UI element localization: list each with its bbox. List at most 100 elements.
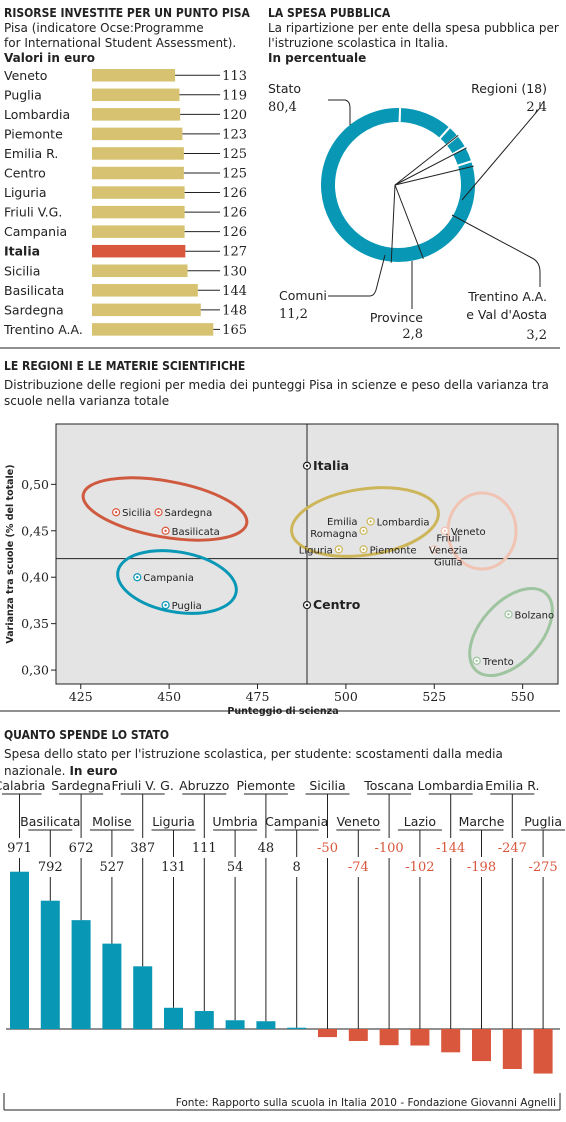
source-note: Fonte: Rapporto sulla scuola in Italia 2… xyxy=(176,1097,556,1109)
scatter-chart-title: LE REGIONI E LE MATERIE SCIENTIFICHE xyxy=(4,359,245,373)
pisa-label-liguria: Liguria xyxy=(4,185,47,200)
pisa-label-italia: Italia xyxy=(4,244,40,259)
scatter-point-center-puglia xyxy=(164,603,167,607)
state-bar-piemonte xyxy=(256,1021,276,1029)
state-bar-marche xyxy=(472,1029,491,1062)
state-label-lazio: Lazio xyxy=(404,814,436,829)
scatter-ytick-label-0: 0,30 xyxy=(21,663,49,678)
scatter-label-italia: Italia xyxy=(313,458,349,473)
pisa-label-basilicata: Basilicata xyxy=(4,283,64,298)
scatter-xtick-label-525: 525 xyxy=(422,689,446,704)
pisa-bar-lombardia xyxy=(92,108,181,121)
pisa-bar-italia xyxy=(92,244,186,258)
state-label-sardegna: Sardegna xyxy=(51,778,111,793)
state-value-sicilia: -50 xyxy=(317,841,338,856)
pisa-bar-friuli-v-g xyxy=(92,205,185,219)
state-value-lombardia: -144 xyxy=(436,841,465,856)
state-value-veneto: -74 xyxy=(348,860,369,875)
pisa-bar-emilia-r xyxy=(92,147,184,160)
scatter-label-friuli-venezia-giulia-line-2: Giulia xyxy=(434,557,463,568)
pisa-value-italia: 127 xyxy=(222,245,247,260)
state-label-umbria: Umbria xyxy=(212,814,258,829)
pisa-label-campania: Campania xyxy=(4,224,67,239)
scatter-label-veneto: Veneto xyxy=(451,527,486,538)
state-label-liguria: Liguria xyxy=(152,814,195,829)
scatter-group-ring-gold xyxy=(290,486,440,558)
scatter-xtick-label-475: 475 xyxy=(246,689,270,704)
scatter-xtick-label-550: 550 xyxy=(511,689,535,704)
donut-leader-regioni-18 xyxy=(461,102,541,201)
state-bar-liguria xyxy=(164,1007,183,1029)
bar-chart-pisa-header: RISORSE INVESTITE PER UN PUNTO PISA Pisa… xyxy=(4,6,251,65)
scatter-xtick-label-450: 450 xyxy=(157,689,181,704)
scatter-label-puglia: Puglia xyxy=(172,601,202,612)
state-label-piemonte: Piemonte xyxy=(237,778,296,793)
scatter-label-lombardia: Lombardia xyxy=(377,518,430,529)
state-bar-emilia-r xyxy=(502,1029,522,1070)
scatter-label-friuli-venezia-giulia-line-0: Friuli xyxy=(436,533,460,544)
pisa-value-veneto: 113 xyxy=(222,69,247,84)
pisa-bar-sicilia xyxy=(92,264,188,277)
pisa-bar-puglia xyxy=(92,88,180,102)
state-spending-unit: In euro xyxy=(69,764,117,778)
scatter-y-axis-label: Varianza tra scuole (% del totale) xyxy=(5,464,16,643)
state-bar-puglia xyxy=(533,1029,553,1074)
state-label-puglia: Puglia xyxy=(524,814,562,829)
pisa-value-campania: 126 xyxy=(222,225,247,240)
state-spending-title: QUANTO SPENDE LO STATO xyxy=(4,728,169,742)
pisa-value-lombardia: 120 xyxy=(222,108,247,123)
scatter-chart-subtitle-line-1: Distribuzione delle regioni per media de… xyxy=(4,378,549,392)
state-bar-lazio xyxy=(410,1029,430,1046)
pisa-value-liguria: 126 xyxy=(222,186,247,201)
pisa-label-sicilia: Sicilia xyxy=(4,263,40,278)
state-value-abruzzo: 111 xyxy=(192,841,217,856)
state-value-emilia-r: -247 xyxy=(498,841,527,856)
pisa-chart-title: RISORSE INVESTITE PER UN PUNTO PISA xyxy=(4,6,251,20)
donut-chart-title: LA SPESA PUBBLICA xyxy=(268,6,391,20)
donut-label-comuni: Comuni xyxy=(279,288,327,303)
donut-slice-stato xyxy=(319,106,477,264)
pisa-value-emilia-r: 125 xyxy=(222,147,247,162)
donut-label-province: Province xyxy=(370,310,423,325)
state-value-friuli-v-g: 387 xyxy=(130,841,155,856)
state-spending-header: QUANTO SPENDE LO STATO Spesa dello stato… xyxy=(4,728,503,778)
state-value-basilicata: 792 xyxy=(38,860,63,875)
scatter-label-friuli-venezia-giulia-line-1: Venezia xyxy=(429,545,468,556)
scatter-xtick-label-425: 425 xyxy=(69,689,93,704)
scatter-label-campania: Campania xyxy=(143,573,194,584)
scatter-label-liguria: Liguria xyxy=(299,545,333,556)
scatter-point-center-sicilia xyxy=(114,511,118,514)
donut-spoke-0 xyxy=(394,134,459,186)
pisa-value-sicilia: 130 xyxy=(222,264,247,279)
pisa-bar-veneto xyxy=(92,69,176,82)
donut-label-trentino-a-a-e-val-d-aosta-line-1: e Val d'Aosta xyxy=(466,307,547,322)
donut-label-trentino-a-a-e-val-d-aosta-line-0: Trentino A.A. xyxy=(467,289,547,304)
state-label-toscana: Toscana xyxy=(363,778,414,793)
scatter-point-center-piemonte xyxy=(362,548,365,551)
scatter-xtick-label-500: 500 xyxy=(334,689,358,704)
state-value-calabria: 971 xyxy=(7,841,32,856)
state-label-calabria: Calabria xyxy=(0,778,45,793)
state-label-marche: Marche xyxy=(459,814,505,829)
state-value-sardegna: 672 xyxy=(69,841,94,856)
pisa-value-trentino-a-a: 165 xyxy=(222,323,247,338)
state-value-piemonte: 48 xyxy=(258,841,275,856)
scatter-point-center-italia xyxy=(305,464,309,467)
scatter-ytick-label-3: 0,45 xyxy=(21,523,49,538)
pisa-bar-campania xyxy=(92,225,185,238)
donut-leader-stato xyxy=(328,99,351,125)
scatter-label-emilia-romagna-line-0: Emilia xyxy=(327,517,358,528)
scatter-ytick-label-4: 0,50 xyxy=(21,477,49,492)
state-label-veneto: Veneto xyxy=(337,814,380,829)
scatter-chart: 425 450 475 500 525 550 0,30 0,35 0,40 0,45 0,50 Pu… xyxy=(5,423,559,717)
pisa-label-emilia-r: Emilia R. xyxy=(4,146,58,161)
scatter-point-center-lombardia xyxy=(369,520,372,523)
state-value-molise: 527 xyxy=(99,860,124,875)
pisa-chart-subtitle-line-1: Pisa (indicatore Ocse:Programme xyxy=(4,21,204,35)
donut-value-trentino-a-a-e-val-d-aosta: 3,2 xyxy=(526,328,547,343)
pisa-label-piemonte: Piemonte xyxy=(4,126,63,141)
state-value-campania: 8 xyxy=(293,860,301,875)
scatter-ytick-label-1: 0,35 xyxy=(21,616,49,631)
scatter-group-ring-red xyxy=(81,476,249,542)
